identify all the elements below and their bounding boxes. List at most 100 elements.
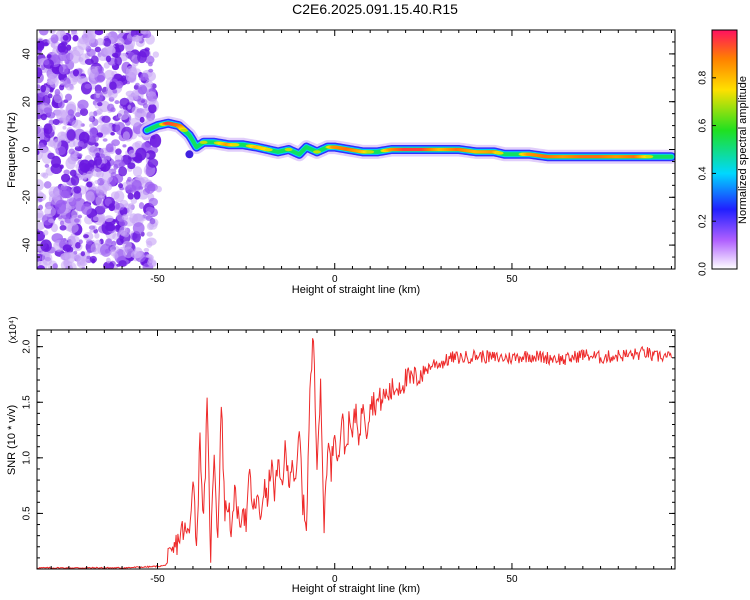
noise-speck (40, 84, 47, 93)
noise-speck (100, 153, 105, 159)
noise-speck (114, 121, 119, 126)
noise-speck (114, 190, 125, 203)
colorbar-tick-label: 0.4 (698, 166, 709, 180)
noise-speck (105, 223, 116, 232)
noise-speck (89, 126, 98, 136)
noise-speck (103, 215, 114, 223)
noise-speck (69, 84, 75, 91)
noise-speck (85, 39, 92, 47)
noise-speck (54, 88, 61, 96)
noise-speck (96, 108, 103, 115)
noise-speck (132, 213, 143, 222)
noise-speck (86, 48, 96, 57)
snr-x-tick-label: 0 (332, 574, 338, 585)
noise-speck (62, 237, 67, 242)
noise-speck (78, 159, 91, 173)
ridge-core-point (231, 143, 240, 147)
noise-speck (66, 129, 76, 141)
noise-speck (124, 38, 132, 45)
noise-speck (59, 220, 65, 226)
noise-speck (94, 205, 106, 215)
snr-y-tick-label: 1.5 (22, 395, 33, 409)
noise-speck (132, 166, 143, 177)
noise-speck (116, 215, 121, 220)
noise-speck (72, 76, 78, 83)
noise-speck (77, 75, 88, 84)
colorbar-tick-label: 0.0 (698, 262, 709, 276)
noise-speck (109, 81, 117, 91)
noise-speck (132, 247, 143, 259)
noise-speck (93, 110, 98, 117)
noise-speck (129, 117, 141, 127)
noise-speck (119, 225, 128, 237)
noise-speck (59, 79, 65, 86)
noise-speck (96, 38, 105, 46)
noise-speck (89, 123, 95, 129)
noise-speck (105, 143, 114, 153)
noise-speck (102, 138, 108, 142)
noise-speck (37, 197, 43, 203)
noise-speck (116, 37, 125, 46)
colorbar-tick-label: 0.6 (698, 118, 709, 132)
noise-speck (101, 115, 111, 123)
noise-speck (43, 123, 53, 135)
noise-speck (50, 223, 58, 233)
noise-speck (135, 82, 140, 87)
noise-speck (79, 108, 89, 117)
noise-speck (52, 118, 60, 126)
noise-speck (44, 163, 50, 168)
noise-speck (69, 169, 77, 177)
ridge-blob (185, 150, 194, 159)
ridge-core-point (264, 148, 273, 152)
noise-speck (147, 61, 153, 67)
noise-speck (72, 68, 80, 77)
noise-speck (122, 144, 127, 148)
snr-x-axis-label: Height of straight line (km) (292, 583, 420, 595)
noise-speck (64, 59, 70, 65)
noise-speck (78, 57, 84, 62)
noise-speck (47, 152, 55, 160)
noise-speck (103, 44, 116, 57)
noise-speck (94, 239, 102, 246)
colorbar-tick-label: 0.2 (698, 214, 709, 228)
noise-speck (137, 50, 147, 64)
noise-speck (94, 232, 100, 239)
noise-speck (100, 163, 107, 172)
noise-speck (43, 59, 50, 66)
snr-x-ticks: -50 0 50 (50, 330, 672, 585)
noise-speck (132, 34, 142, 43)
noise-speck (131, 179, 142, 191)
noise-speck (118, 183, 124, 189)
noise-speck (139, 30, 147, 34)
noise-speck (119, 97, 130, 107)
noise-speck (94, 179, 101, 185)
noise-speck (63, 169, 70, 176)
noise-speck (56, 109, 67, 121)
noise-speck (94, 46, 102, 53)
noise-speck (77, 99, 89, 110)
noise-speck (68, 148, 75, 155)
noise-speck (37, 265, 46, 269)
noise-speck (148, 103, 157, 114)
noise-speck (70, 233, 76, 239)
noise-speck (62, 244, 72, 252)
noise-speck (80, 251, 86, 257)
snr-frame (36, 329, 676, 570)
spectrogram-y-tick-label: -20 (22, 190, 33, 205)
noise-speck (127, 176, 132, 182)
noise-speck (53, 138, 62, 149)
snr-x-tick-label: -50 (150, 574, 165, 585)
noise-speck (106, 103, 115, 112)
noise-speck (145, 215, 153, 221)
noise-speckle (37, 30, 162, 269)
noise-speck (115, 148, 122, 155)
noise-speck (111, 52, 119, 58)
noise-speck (37, 222, 46, 231)
noise-speck (48, 87, 54, 93)
noise-speck (40, 239, 52, 252)
noise-speck (121, 75, 127, 82)
noise-speck (146, 240, 153, 248)
noise-speck (42, 172, 49, 179)
noise-speck (117, 109, 130, 120)
